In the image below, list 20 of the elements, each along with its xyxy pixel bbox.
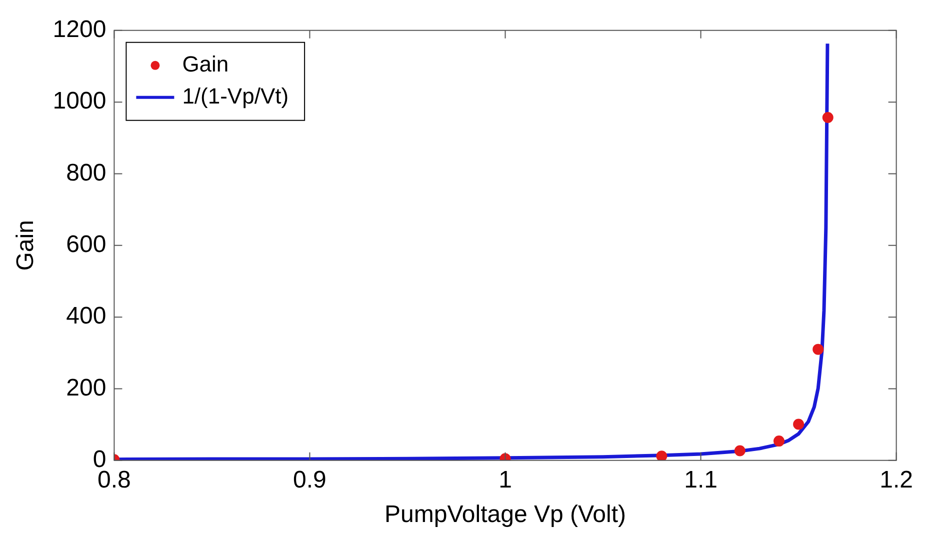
- legend-label: 1/(1-Vp/Vt): [182, 83, 289, 108]
- point: [793, 418, 804, 430]
- point: [734, 445, 746, 456]
- y-axis-title: Gain: [12, 220, 40, 271]
- x-tick-label: 1.2: [880, 466, 914, 494]
- y-tick-label: 200: [66, 374, 106, 402]
- y-tick-label: 600: [66, 231, 106, 258]
- point: [774, 436, 784, 447]
- x-tick-label: 0.9: [293, 466, 326, 494]
- y-tick-label: 1000: [52, 88, 106, 115]
- legend-label: Gain: [182, 51, 229, 76]
- point: [822, 112, 834, 123]
- point: [812, 344, 824, 355]
- point: [656, 450, 668, 460]
- x-axis-title: PumpVoltage Vp (Volt): [384, 501, 626, 528]
- y-tick-label: 1200: [52, 16, 106, 44]
- x-tick-label: 1.1: [684, 466, 718, 494]
- y-tick-label: 800: [66, 159, 106, 186]
- y-tick-label: 400: [66, 302, 106, 330]
- x-tick-label: 1: [498, 466, 512, 494]
